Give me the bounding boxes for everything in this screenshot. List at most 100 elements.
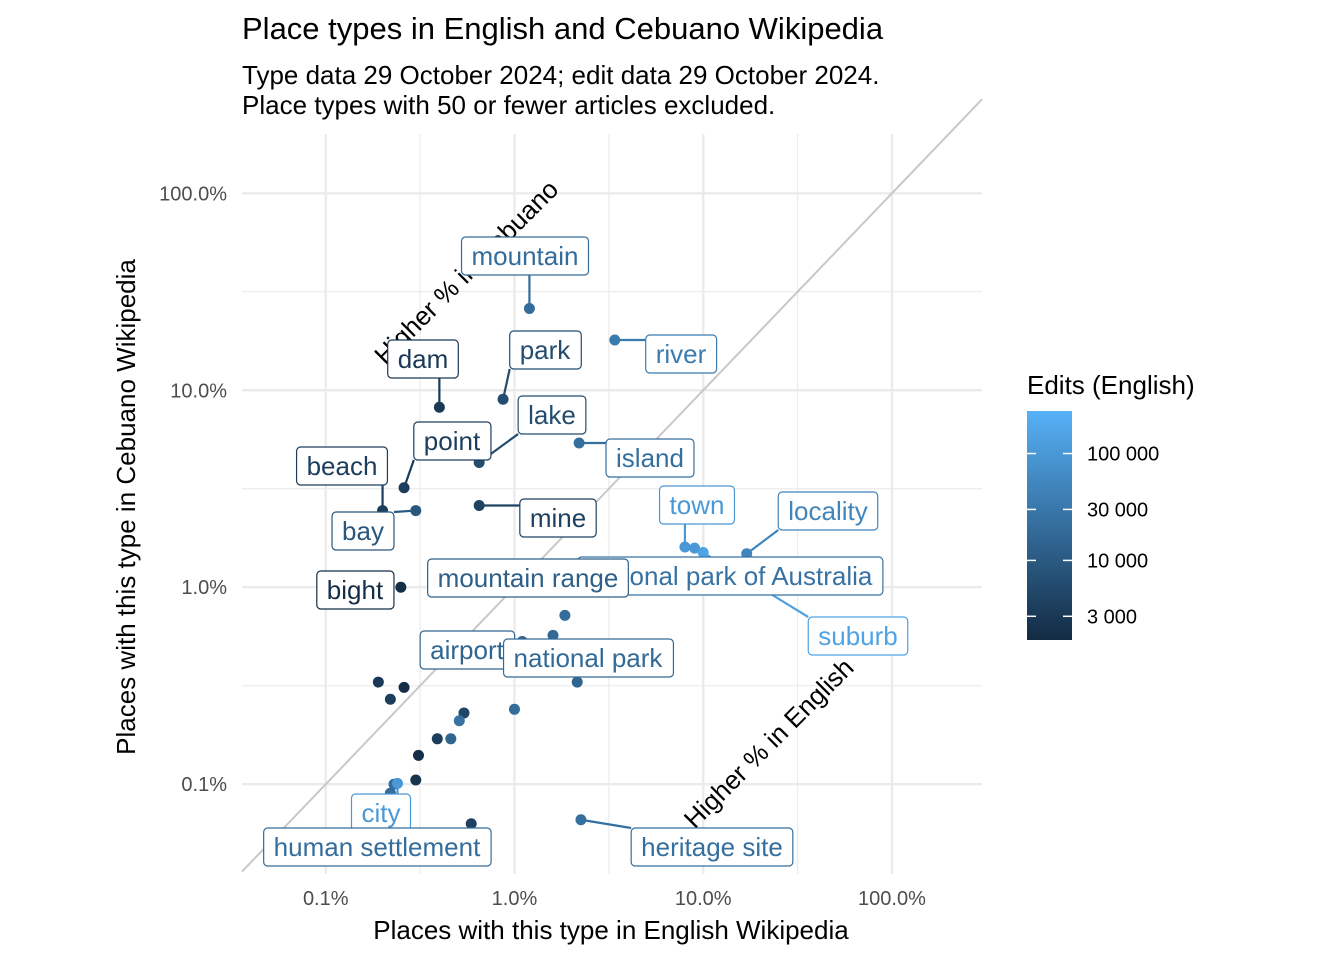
point-label-river: river: [645, 334, 718, 374]
point-label-text: park: [520, 335, 572, 365]
point-label-town: town: [658, 485, 736, 525]
point-label-island: island: [605, 438, 695, 478]
point-label-text: heritage site: [641, 832, 783, 862]
axis-ticks: 0.1% 1.0% 10.0% 100.0% 0.1% 1.0% 10.0% 100.0%: [159, 183, 926, 910]
point-label-text: mine: [530, 503, 586, 533]
data-point-28: [445, 733, 457, 745]
data-point-11: [689, 542, 701, 554]
point-label-text: suburb: [818, 621, 898, 651]
chart-subtitle-line-2: Place types with 50 or fewer articles ex…: [242, 90, 775, 120]
legend-tick-label: 30 000: [1087, 499, 1148, 521]
point-label-text: mountain: [472, 241, 579, 271]
data-point-23: [398, 681, 410, 693]
data-point-17: [559, 609, 571, 621]
point-label-suburb: suburb: [807, 616, 909, 656]
point-label-text: point: [424, 426, 481, 456]
legend-tick-label: 10 000: [1087, 550, 1148, 572]
point-label-box: [387, 339, 459, 379]
point-label-text: national park of Australia: [588, 561, 873, 591]
point-label-box: [295, 446, 389, 486]
point-label-beach: beach: [295, 446, 389, 486]
point-label-text: beach: [307, 451, 378, 481]
point-label-box: [777, 491, 879, 531]
data-point-suburb: [697, 547, 709, 559]
point-label-text: island: [616, 443, 684, 473]
data-point-heritage-site: [575, 814, 587, 826]
point-label-heritage-site: heritage site: [630, 827, 794, 867]
data-point-22: [384, 693, 396, 705]
data-point-river: [609, 334, 621, 346]
data-point-21: [372, 676, 384, 688]
legend-color-bar: [1027, 411, 1072, 640]
point-label-box: [807, 616, 909, 656]
point-label-text: bay: [342, 516, 384, 546]
point-label-lake: lake: [517, 395, 587, 435]
data-point-bight: [395, 581, 407, 593]
point-label-box: [630, 827, 794, 867]
y-tick-label: 10.0%: [170, 380, 227, 402]
data-point-29: [412, 749, 424, 761]
leader-line-locality: [746, 529, 779, 555]
point-label-box: [427, 558, 629, 598]
data-point-town: [679, 541, 691, 553]
y-tick-label: 0.1%: [181, 774, 227, 796]
data-point-point: [398, 482, 410, 494]
point-label-text: lake: [528, 400, 576, 430]
color-legend: Edits (English) 3 000 10 000 30 000 100 000: [1027, 370, 1195, 640]
point-label-human-settlement: human settlement: [263, 827, 492, 867]
data-point-30: [410, 774, 422, 786]
point-label-point: point: [413, 421, 492, 461]
data-point-national-park: [547, 629, 559, 641]
point-label-box: [460, 236, 590, 276]
point-label-text: airport: [430, 635, 504, 665]
point-labels: mountain river dam park lake island point beach…: [263, 236, 909, 867]
legend-ticks: 3 000 10 000 30 000 100 000: [1027, 444, 1159, 628]
point-label-dam: dam: [387, 339, 459, 379]
point-label-box: [331, 511, 395, 551]
point-label-box: [645, 334, 718, 374]
point-label-text: national park: [514, 643, 664, 673]
point-label-box: [316, 570, 395, 610]
point-label-box: [413, 421, 492, 461]
point-label-box: [502, 638, 675, 678]
leader-line-heritage-site: [580, 818, 632, 830]
point-label-box: [517, 395, 587, 435]
point-label-text: bight: [327, 575, 384, 605]
data-point-26: [453, 715, 465, 727]
reference-diagonal-line: [241, 98, 983, 873]
point-label-mine: mine: [519, 498, 597, 538]
x-tick-label: 1.0%: [492, 888, 538, 910]
data-point-dam: [433, 401, 445, 413]
data-point-island: [573, 437, 585, 449]
data-point-24: [508, 703, 520, 715]
data-point-35: [465, 818, 477, 830]
x-tick-label: 0.1%: [303, 888, 349, 910]
legend-tick-label: 3 000: [1087, 606, 1137, 628]
point-label-national-park-of-australia: national park of Australia: [577, 556, 884, 596]
point-label-text: town: [670, 490, 725, 520]
point-label-box: [605, 438, 695, 478]
data-point-27: [431, 733, 443, 745]
point-label-mountain: mountain: [460, 236, 590, 276]
point-label-box: [658, 485, 736, 525]
point-label-locality: locality: [777, 491, 879, 531]
data-point-mine: [473, 499, 485, 511]
point-label-mountain-range: mountain range: [427, 558, 629, 598]
point-label-text: river: [656, 339, 707, 369]
point-label-text: dam: [398, 344, 449, 374]
x-tick-label: 100.0%: [858, 888, 926, 910]
point-label-national-park: national park: [502, 638, 675, 678]
point-label-box: [509, 330, 582, 370]
point-label-bight: bight: [316, 570, 395, 610]
data-point-mountain: [523, 303, 535, 315]
point-label-box: [263, 827, 492, 867]
x-axis-title: Places with this type in English Wikiped…: [373, 915, 849, 945]
y-tick-label: 100.0%: [159, 183, 227, 205]
point-label-text: locality: [788, 496, 867, 526]
chart-title: Place types in English and Cebuano Wikip…: [242, 11, 884, 46]
chart-subtitle-line-1: Type data 29 October 2024; edit data 29 …: [242, 60, 879, 90]
data-point-20: [571, 676, 583, 688]
x-tick-label: 10.0%: [675, 888, 732, 910]
point-label-text: mountain range: [438, 563, 619, 593]
